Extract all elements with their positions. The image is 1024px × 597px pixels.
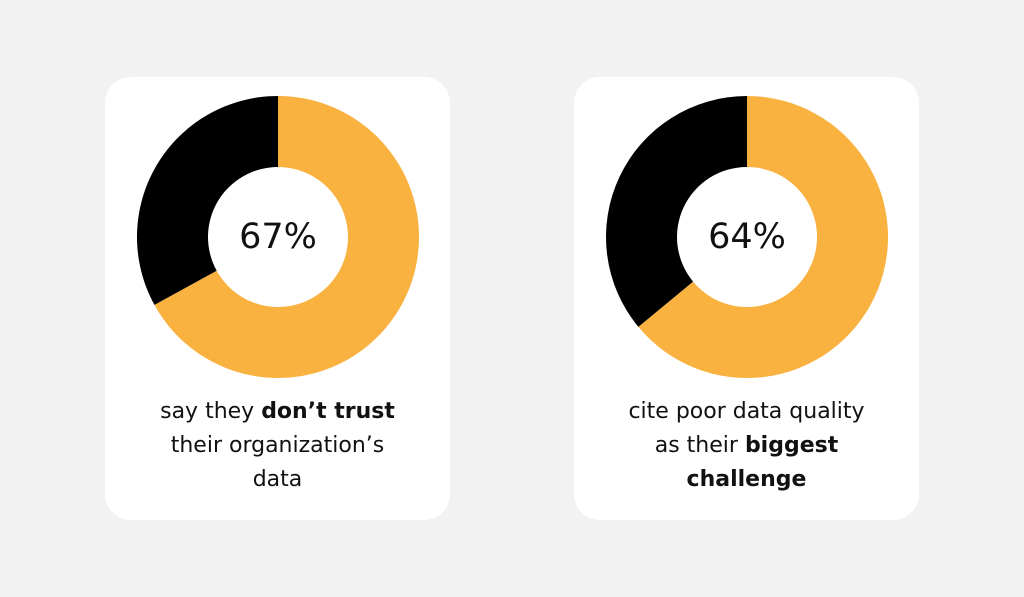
donut-slice-remainder (606, 96, 747, 327)
donut-graphic (137, 96, 419, 378)
stat-caption: say they don’t trust their organization’… (105, 395, 450, 497)
donut-slice-highlight (638, 96, 888, 378)
caption-line-3: data (252, 467, 303, 492)
caption-emphasis: biggest (744, 433, 839, 458)
caption-emphasis: challenge (686, 467, 807, 492)
donut-slice-remainder (137, 96, 278, 305)
caption-line-2: as their biggest (654, 433, 839, 458)
donut-chart-data-quality: 64% (606, 96, 888, 378)
caption-line-2: their organization’s (170, 433, 385, 458)
donut-slice-highlight (154, 96, 419, 378)
donut-chart-trust: 67% (137, 96, 419, 378)
caption-line-1: cite poor data quality (628, 399, 865, 424)
donut-graphic (606, 96, 888, 378)
stat-card-data-quality: 64% cite poor data quality as their bigg… (574, 77, 919, 520)
donut-center-value: 67% (239, 217, 317, 257)
caption-emphasis: don’t trust (261, 399, 395, 424)
caption-line-1: say they don’t trust (160, 399, 395, 424)
donut-center-value: 64% (708, 217, 786, 257)
stat-card-trust: 67% say they don’t trust their organizat… (105, 77, 450, 520)
caption-line-3: challenge (574, 463, 919, 497)
stat-caption: cite poor data quality as their biggest … (574, 395, 919, 497)
